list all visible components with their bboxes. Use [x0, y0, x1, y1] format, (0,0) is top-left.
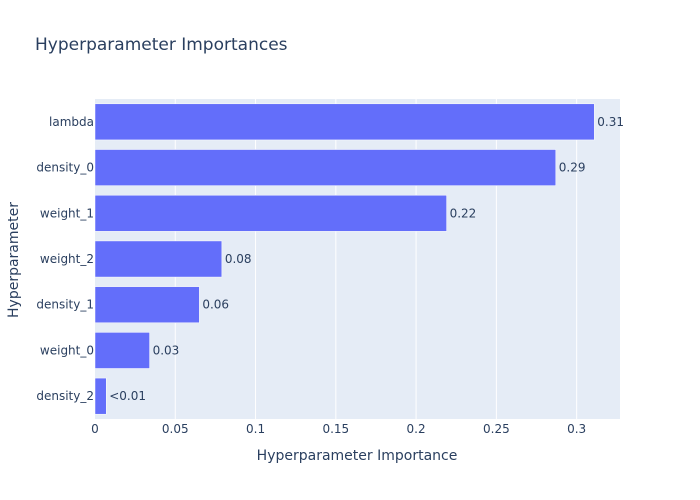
bar-weight-1: [94, 194, 447, 232]
y-axis-ticks: lambda density_0 weight_1 weight_2 density_1…: [36, 115, 94, 403]
bar-weight-2: [94, 240, 223, 278]
bars: [94, 103, 595, 415]
bar-density-0: [94, 149, 557, 186]
x-tick-label: 0.3: [567, 422, 586, 436]
bar-density-1: [94, 286, 200, 324]
y-tick-label: lambda: [49, 115, 94, 129]
y-tick-label: density_1: [36, 298, 94, 312]
data-label-lambda: 0.31: [597, 115, 624, 129]
x-tick-label: 0.1: [246, 422, 265, 436]
x-tick-label: 0.25: [483, 422, 510, 436]
x-tick-label: 0.2: [407, 422, 426, 436]
x-tick-label: 0: [91, 422, 99, 436]
x-tick-label: 0.05: [162, 422, 189, 436]
bar-weight-0: [94, 332, 150, 369]
y-axis-title: Hyperparameter: [6, 202, 22, 318]
x-axis-ticks: 0 0.05 0.1 0.15 0.2 0.25 0.3: [91, 422, 586, 436]
y-tick-label: density_0: [36, 161, 94, 175]
y-tick-label: weight_1: [40, 206, 94, 220]
data-label-weight-2: 0.08: [225, 252, 252, 266]
data-label-density-2: <0.01: [109, 389, 146, 403]
x-axis-title: Hyperparameter Importance: [257, 448, 458, 464]
chart-title: Hyperparameter Importances: [35, 35, 288, 55]
bar-density-2: [94, 377, 107, 415]
data-label-weight-1: 0.22: [450, 206, 477, 220]
data-labels: 0.31 0.29 0.22 0.08 0.06 0.03 <0.01: [109, 115, 624, 403]
data-label-weight-0: 0.03: [153, 343, 180, 357]
y-tick-label: density_2: [36, 389, 94, 403]
y-tick-label: weight_0: [40, 343, 94, 357]
x-tick-label: 0.15: [322, 422, 349, 436]
y-tick-label: weight_2: [40, 252, 94, 266]
data-label-density-1: 0.06: [202, 298, 229, 312]
bar-lambda: [94, 103, 595, 141]
data-label-density-0: 0.29: [559, 161, 586, 175]
